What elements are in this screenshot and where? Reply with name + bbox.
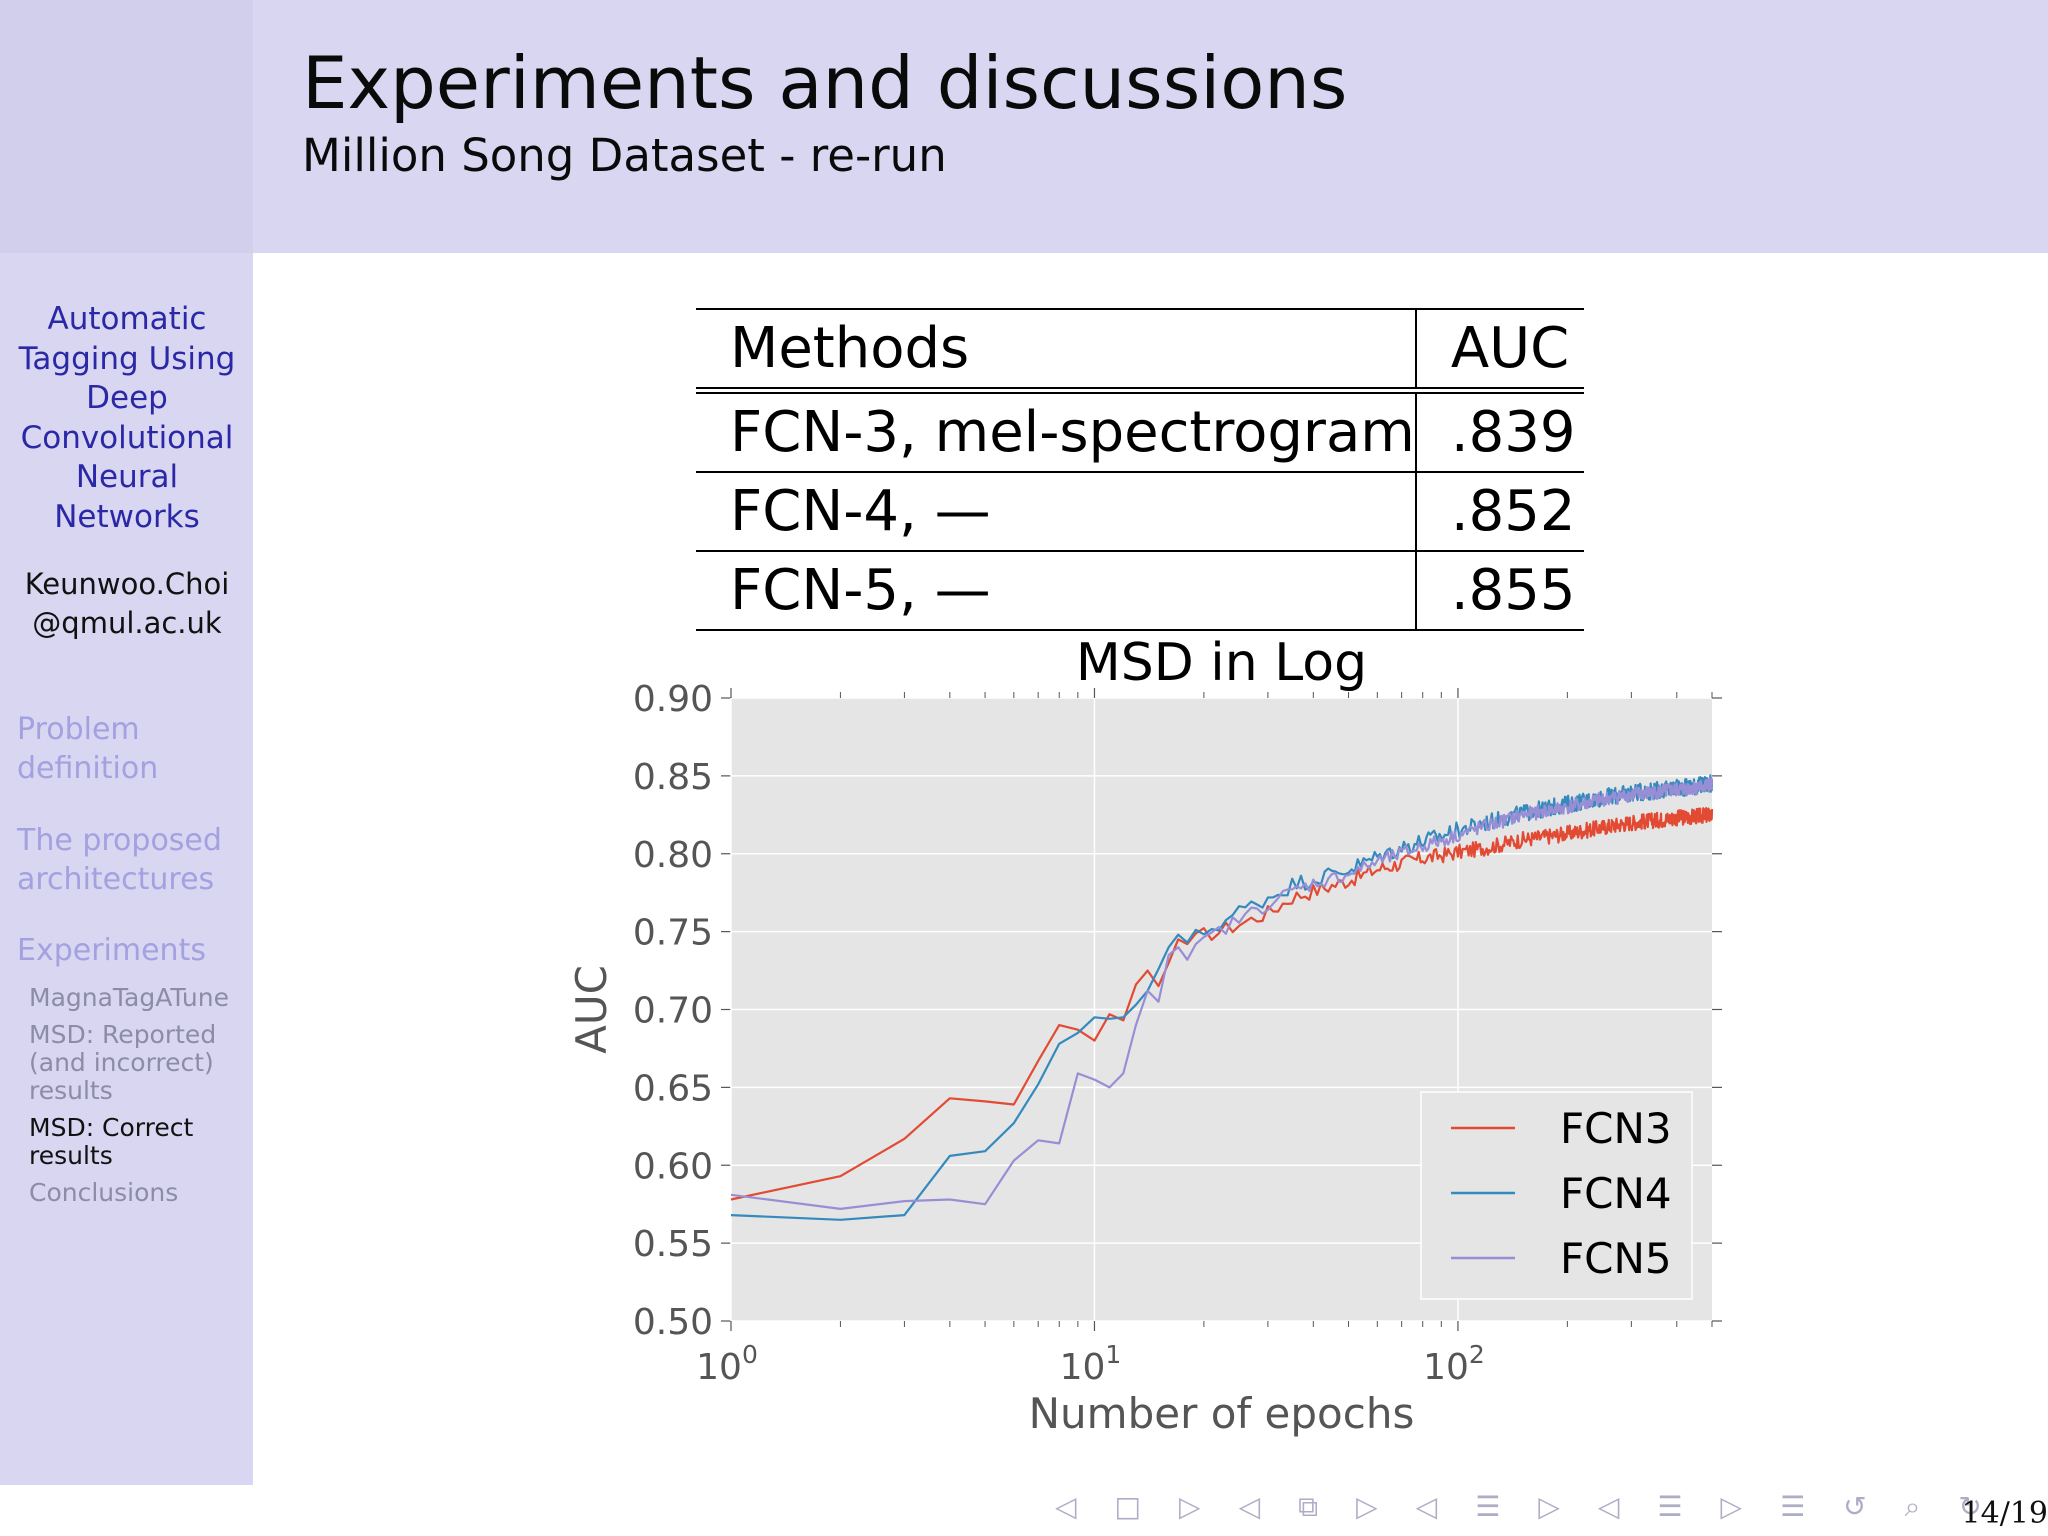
chart-title: MSD in Log	[1076, 633, 1367, 693]
slide-subtitle: Million Song Dataset - re-run	[302, 129, 947, 182]
nav-back-icon[interactable]: ↺	[1843, 1490, 1867, 1523]
sidebar	[0, 253, 253, 1485]
table-header-row: Methods AUC	[696, 309, 1584, 391]
header-corner	[0, 0, 253, 253]
y-tick-label: 0.75	[633, 913, 713, 954]
sidebar-sub-msd-correct[interactable]: MSD: Correct results	[29, 1113, 194, 1170]
table-cell-auc: .839	[1414, 390, 1584, 472]
page-number: 14/19	[1961, 1496, 2048, 1531]
x-tick-label: 100	[696, 1340, 758, 1388]
chart-legend: FCN3 FCN4 FCN5	[1420, 1091, 1693, 1300]
nav-next-frame-icon[interactable]: ▷	[1179, 1490, 1201, 1523]
header-bar	[0, 0, 2048, 253]
nav-prev-doc-icon[interactable]: ◁	[1597, 1490, 1620, 1523]
y-tick-label: 0.50	[633, 1302, 713, 1343]
y-tick-label: 0.65	[633, 1068, 713, 1109]
sidebar-section-architectures[interactable]: The proposed architectures	[17, 823, 222, 897]
sidebar-talk-title[interactable]: Automatic Tagging Using Deep Convolution…	[18, 301, 236, 535]
nav-prev-frame-icon[interactable]: ◁	[1055, 1490, 1077, 1523]
table-header-auc: AUC	[1414, 309, 1584, 391]
nav-section-icon[interactable]: ☰	[1475, 1490, 1501, 1523]
sidebar-sub-msd-reported[interactable]: MSD: Reported (and incorrect) results	[29, 1020, 217, 1105]
nav-prev-section-icon[interactable]: ◁	[1415, 1490, 1438, 1523]
x-tick-label: 102	[1423, 1340, 1485, 1388]
table-cell-method: FCN-5, —	[730, 557, 991, 623]
legend-label-fcn5: FCN5	[1560, 1234, 1672, 1283]
sidebar-section-problem[interactable]: Problem definition	[17, 712, 159, 786]
slide-title: Experiments and discussions	[302, 41, 1348, 125]
table-cell-auc: .852	[1414, 472, 1584, 551]
table-row: FCN-5, — .855	[696, 551, 1584, 630]
table-cell-method: FCN-3, mel-spectrogram	[730, 399, 1415, 465]
y-tick-label: 0.85	[633, 757, 713, 798]
table-row: FCN-4, — .852	[696, 472, 1584, 551]
nav-forward-icon[interactable]: ↻	[1958, 1490, 1982, 1523]
table-cell-auc: .855	[1414, 551, 1584, 630]
y-tick-label: 0.55	[633, 1224, 713, 1265]
sidebar-sub-conclusions[interactable]: Conclusions	[29, 1178, 179, 1207]
nav-next-subsection-icon[interactable]: ▷	[1356, 1490, 1378, 1523]
sidebar-section-experiments[interactable]: Experiments	[17, 933, 206, 968]
nav-frame-icon[interactable]: □	[1114, 1490, 1142, 1523]
table-row: FCN-3, mel-spectrogram .839	[696, 390, 1584, 472]
legend-label-fcn4: FCN4	[1560, 1169, 1672, 1218]
y-tick-label: 0.90	[633, 679, 713, 720]
nav-subsection-icon[interactable]: ⧉	[1298, 1490, 1319, 1523]
y-tick-label: 0.80	[633, 835, 713, 876]
y-axis-label: AUC	[567, 965, 616, 1054]
nav-appendix-icon[interactable]: ☰	[1780, 1490, 1806, 1523]
nav-doc-icon[interactable]: ☰	[1657, 1490, 1683, 1523]
nav-prev-subsection-icon[interactable]: ◁	[1238, 1490, 1261, 1523]
sidebar-author: Keunwoo.Choi @qmul.ac.uk	[24, 567, 230, 640]
nav-next-section-icon[interactable]: ▷	[1538, 1490, 1560, 1523]
legend-box	[1420, 1091, 1693, 1300]
y-tick-label: 0.70	[633, 991, 713, 1032]
y-tick-label: 0.60	[633, 1146, 713, 1187]
sidebar-sub-magnatagatune[interactable]: MagnaTagATune	[29, 983, 229, 1012]
x-axis-label: Number of epochs	[1029, 1389, 1415, 1438]
table-cell-method: FCN-4, —	[730, 478, 991, 544]
nav-next-doc-icon[interactable]: ▷	[1720, 1490, 1743, 1523]
series-line-fcn3	[730, 807, 1714, 1201]
nav-search-icon[interactable]: ⌕	[1904, 1490, 1921, 1523]
results-table: Methods AUC FCN-3, mel-spectrogram .839 …	[696, 308, 1584, 631]
x-tick-label: 101	[1060, 1340, 1122, 1388]
legend-label-fcn3: FCN3	[1560, 1104, 1672, 1153]
series-line-fcn5	[730, 777, 1714, 1210]
beamer-nav-bar: ◁ □ ▷ ◁ ⧉ ▷ ◁ ☰ ▷ ◁ ☰ ▷ ☰ ↺ ⌕ ↻	[1055, 1490, 1982, 1524]
table-header-methods: Methods	[730, 315, 970, 381]
